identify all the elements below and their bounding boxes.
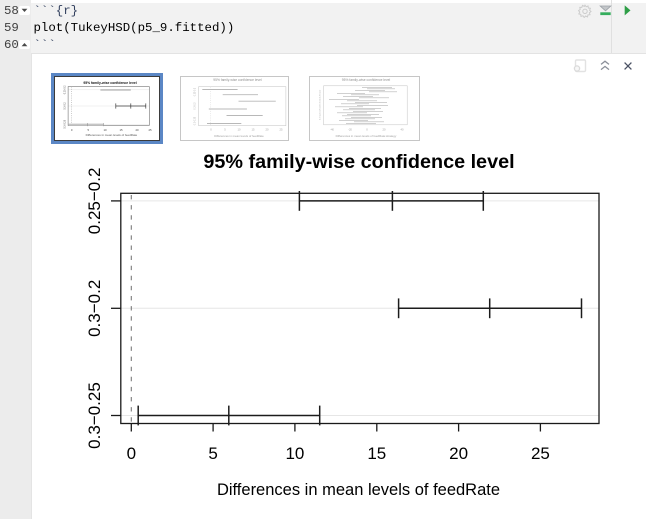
svg-text:0.3:new-0.25:old 0.3:old-0.25: 0.3:new-0.25:old 0.3:old-0.25:new	[320, 89, 322, 120]
svg-text:20: 20	[135, 127, 139, 131]
svg-text:0.25-0.2: 0.25-0.2	[194, 87, 196, 96]
svg-text:5: 5	[87, 127, 89, 131]
svg-text:20: 20	[265, 128, 268, 132]
svg-text:15: 15	[251, 128, 254, 132]
svg-text:25: 25	[531, 444, 550, 463]
svg-text:95% family-wise confidence lev: 95% family-wise confidence level	[203, 151, 514, 173]
svg-text:Differences in mean levels of: Differences in mean levels of feedRate:s…	[336, 134, 397, 138]
svg-text:0.3-0.25: 0.3-0.25	[194, 116, 196, 125]
svg-text:0.25−0.2: 0.25−0.2	[85, 168, 104, 235]
svg-text:20: 20	[449, 444, 468, 463]
svg-text:Differences in mean levels of: Differences in mean levels of feedRate	[217, 481, 500, 499]
svg-text:0: 0	[127, 444, 136, 463]
svg-text:10: 10	[103, 127, 107, 131]
svg-text:10: 10	[285, 444, 304, 463]
svg-text:0.3-0.25: 0.3-0.25	[63, 119, 66, 128]
svg-text:15: 15	[119, 127, 123, 131]
svg-text:0: 0	[366, 128, 368, 132]
svg-text:Differences in mean levels of: Differences in mean levels of feedRate	[214, 134, 264, 138]
svg-text:0: 0	[210, 128, 212, 132]
svg-text:0.3-0.2: 0.3-0.2	[63, 101, 66, 109]
svg-text:5: 5	[208, 444, 217, 463]
svg-text:20: 20	[383, 128, 386, 132]
svg-text:0.3−0.2: 0.3−0.2	[85, 280, 104, 337]
svg-text:40: 40	[401, 128, 404, 132]
svg-text:25: 25	[279, 128, 282, 132]
svg-text:0.3−0.25: 0.3−0.25	[85, 382, 104, 449]
svg-text:15: 15	[367, 444, 386, 463]
svg-text:-40: -40	[330, 128, 334, 132]
svg-text:0.3-0.2: 0.3-0.2	[194, 102, 196, 110]
svg-text:95% family-wise confidence lev: 95% family-wise confidence level	[83, 81, 136, 85]
svg-text:10: 10	[237, 128, 240, 132]
svg-text:95% family-wise confidence lev: 95% family-wise confidence level	[213, 78, 262, 82]
svg-text:-20: -20	[348, 128, 352, 132]
svg-text:0: 0	[70, 127, 72, 131]
svg-text:25: 25	[148, 127, 152, 131]
svg-text:95% family-wise confidence lev: 95% family-wise confidence level	[342, 78, 391, 82]
svg-text:5: 5	[224, 128, 226, 132]
svg-text:0.25-0.2: 0.25-0.2	[63, 84, 66, 93]
svg-text:Differences in mean levels of: Differences in mean levels of feedRate	[85, 133, 137, 137]
